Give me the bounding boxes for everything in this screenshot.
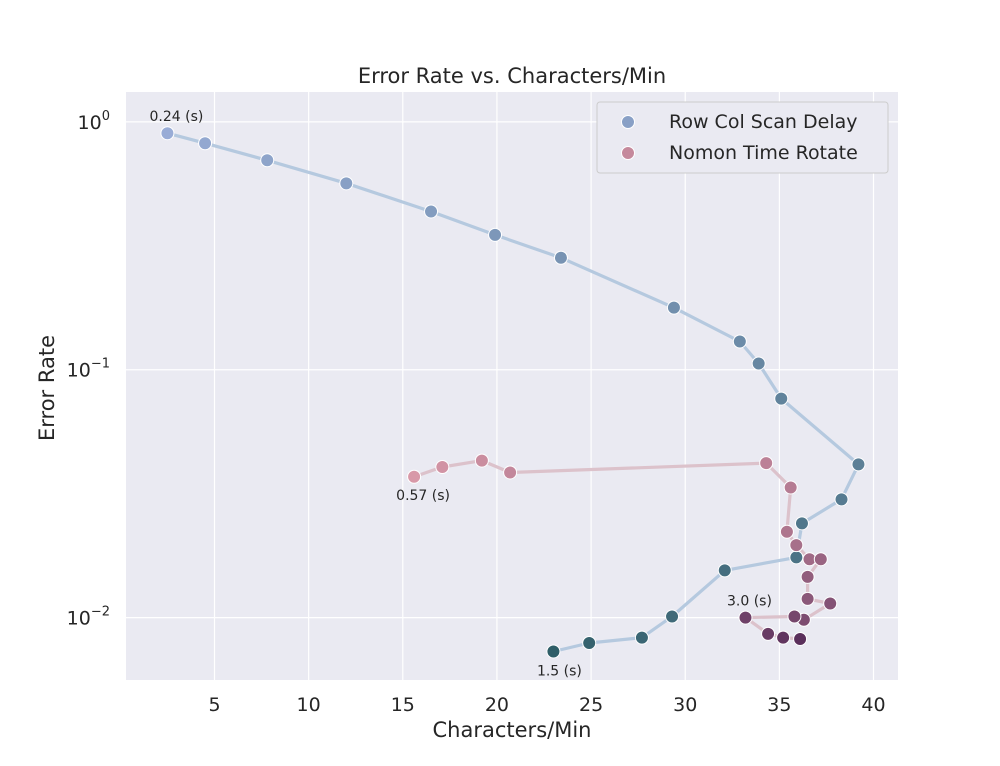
x-tick-label: 25	[579, 694, 603, 716]
data-point-row-col-scan-delay	[582, 635, 597, 650]
x-tick-label: 10	[297, 694, 321, 716]
y-tick-labels: 100 10−1 10−2	[67, 109, 110, 630]
x-tick-label: 20	[485, 694, 509, 716]
x-tick-label: 5	[208, 694, 220, 716]
legend-marker-row-col-scan-delay	[621, 115, 635, 129]
y-tick-label: 100	[78, 109, 110, 134]
series-points	[160, 126, 866, 659]
y-axis-label: Error Rate	[35, 335, 59, 441]
data-point-row-col-scan-delay	[851, 457, 866, 472]
data-point-nomon-time-rotate	[789, 538, 804, 553]
x-tick-label: 35	[767, 694, 791, 716]
series-line-row-col-scan-delay	[165, 131, 861, 654]
legend-label-row-col-scan-delay: Row Col Scan Delay	[669, 111, 857, 133]
data-point-nomon-time-rotate	[407, 469, 422, 484]
data-point-nomon-time-rotate	[783, 480, 798, 495]
data-point-row-col-scan-delay	[198, 136, 213, 151]
data-point-nomon-time-rotate	[823, 596, 838, 611]
data-point-row-col-scan-delay	[666, 300, 681, 315]
data-point-nomon-time-rotate	[759, 456, 774, 471]
data-point-row-col-scan-delay	[789, 550, 804, 565]
data-point-nomon-time-rotate	[779, 524, 794, 539]
annotation-label: 0.24 (s)	[150, 109, 204, 125]
data-point-row-col-scan-delay	[774, 391, 789, 406]
data-point-row-col-scan-delay	[794, 516, 809, 531]
y-tick-label: 10−1	[67, 357, 110, 382]
data-point-row-col-scan-delay	[546, 644, 561, 659]
data-point-row-col-scan-delay	[751, 356, 766, 371]
annotation-label: 1.5 (s)	[537, 663, 582, 679]
data-point-nomon-time-rotate	[503, 465, 518, 480]
data-point-nomon-time-rotate	[776, 630, 791, 645]
legend-box	[596, 101, 889, 174]
data-point-row-col-scan-delay	[488, 227, 503, 242]
data-point-row-col-scan-delay	[260, 153, 275, 168]
x-tick-label: 40	[861, 694, 885, 716]
data-point-nomon-time-rotate	[787, 609, 802, 624]
data-point-nomon-time-rotate	[761, 626, 776, 641]
data-point-row-col-scan-delay	[665, 609, 680, 624]
data-point-nomon-time-rotate	[813, 552, 828, 567]
legend-label-nomon-time-rotate: Nomon Time Rotate	[669, 142, 858, 164]
legend: Row Col Scan Delay Nomon Time Rotate	[596, 101, 889, 174]
data-point-row-col-scan-delay	[717, 563, 732, 578]
data-point-nomon-time-rotate	[474, 453, 489, 468]
y-tick-label: 10−2	[67, 605, 110, 630]
data-point-nomon-time-rotate	[800, 569, 815, 584]
annotation-label: 3.0 (s)	[727, 594, 772, 610]
data-point-row-col-scan-delay	[553, 250, 568, 265]
x-tick-labels: 5 10 15 20 25 30 35 40	[208, 694, 885, 716]
data-point-row-col-scan-delay	[732, 334, 747, 349]
data-point-nomon-time-rotate	[435, 460, 450, 475]
data-point-row-col-scan-delay	[424, 204, 439, 219]
legend-marker-nomon-time-rotate	[621, 146, 635, 160]
data-point-nomon-time-rotate	[800, 591, 815, 606]
data-point-row-col-scan-delay	[834, 492, 849, 507]
x-tick-label: 15	[391, 694, 415, 716]
data-point-row-col-scan-delay	[339, 176, 354, 191]
x-axis-label: Characters/Min	[433, 718, 592, 742]
chart-title: Error Rate vs. Characters/Min	[358, 64, 666, 88]
grid-lines	[126, 92, 898, 680]
annotations: 0.24 (s) 0.57 (s) 3.0 (s) 1.5 (s)	[150, 109, 772, 679]
data-point-nomon-time-rotate	[738, 610, 753, 625]
plot-area	[126, 92, 898, 680]
data-point-row-col-scan-delay	[634, 630, 649, 645]
x-tick-label: 30	[673, 694, 697, 716]
annotation-label: 0.57 (s)	[396, 488, 450, 504]
data-point-nomon-time-rotate	[793, 631, 808, 646]
data-point-row-col-scan-delay	[160, 126, 175, 141]
